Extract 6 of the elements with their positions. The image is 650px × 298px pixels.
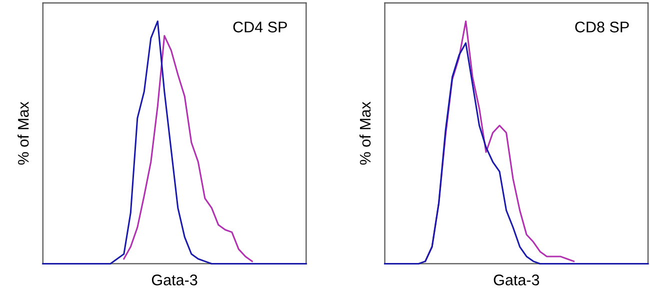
y-axis-title: % of Max bbox=[359, 102, 371, 165]
y-axis-title: % of Max bbox=[18, 102, 29, 165]
chart-title: CD4 SP bbox=[233, 22, 287, 32]
x-axis-title: Gata-3 bbox=[152, 274, 198, 286]
x-axis-title: Gata-3 bbox=[494, 274, 540, 286]
chart-title: CD8 SP bbox=[575, 22, 629, 32]
